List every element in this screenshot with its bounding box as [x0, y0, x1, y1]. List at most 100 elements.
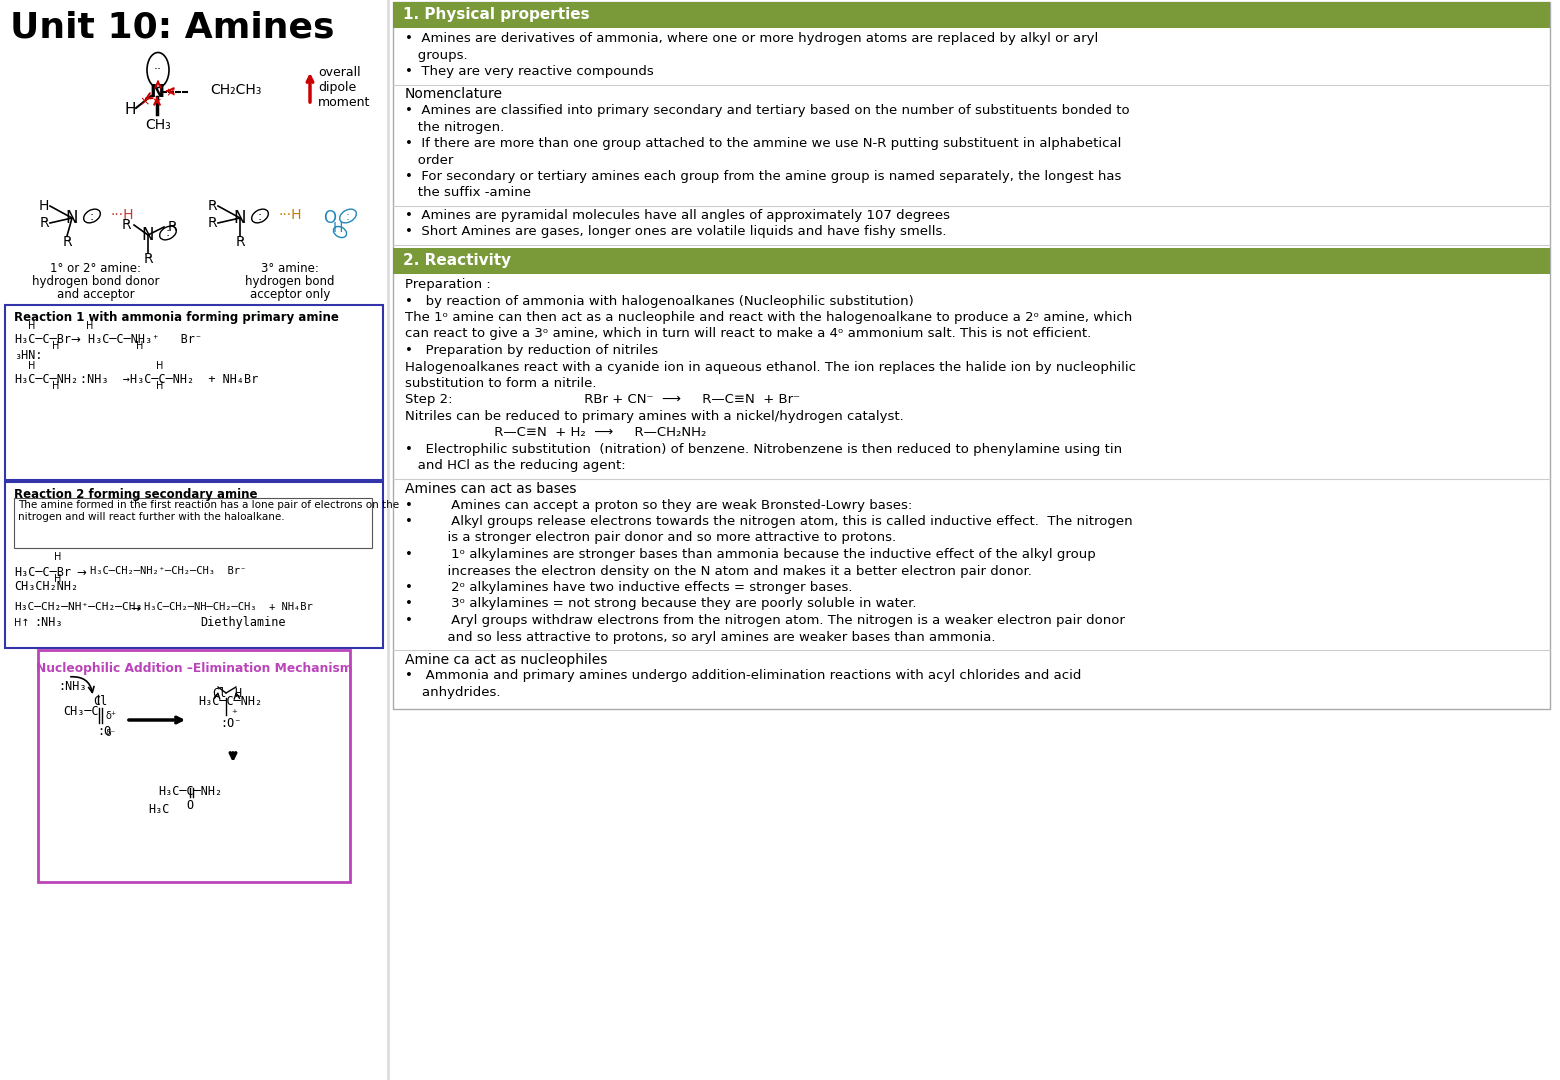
Text: overall
dipole
moment: overall dipole moment	[318, 66, 370, 108]
Text: substitution to form a nitrile.: substitution to form a nitrile.	[406, 377, 596, 390]
Text: 3° amine:: 3° amine:	[261, 262, 318, 275]
Text: •  They are very reactive compounds: • They are very reactive compounds	[406, 65, 654, 78]
Text: the nitrogen.: the nitrogen.	[406, 121, 504, 134]
Text: R: R	[207, 216, 217, 230]
Text: :NH₃: :NH₃	[34, 616, 62, 629]
Text: •   Electrophilic substitution  (nitration) of benzene. Nitrobenzene is then red: • Electrophilic substitution (nitration)…	[406, 443, 1122, 456]
Text: δ⁺: δ⁺	[105, 711, 115, 721]
Text: H: H	[125, 103, 136, 118]
Text: hydrogen bond donor: hydrogen bond donor	[33, 275, 159, 288]
Text: CH₃CH₂NH₂: CH₃CH₂NH₂	[14, 580, 78, 593]
Text: •         2ᵒ alkylamines have two inductive effects = stronger bases.: • 2ᵒ alkylamines have two inductive effe…	[406, 581, 852, 594]
Text: 1. Physical properties: 1. Physical properties	[402, 8, 590, 23]
Text: ⁺: ⁺	[231, 708, 237, 719]
Text: →: →	[76, 566, 86, 579]
Text: •         Alkyl groups release electrons towards the nitrogen atom, this is call: • Alkyl groups release electrons towards…	[406, 515, 1133, 528]
Text: ···H: ···H	[111, 208, 134, 222]
Text: H: H	[28, 321, 36, 330]
Text: •   Preparation by reduction of nitriles: • Preparation by reduction of nitriles	[406, 345, 658, 357]
Text: H: H	[28, 361, 36, 372]
Text: H: H	[156, 361, 164, 372]
Text: :NH₃: :NH₃	[58, 680, 86, 693]
Text: •         Amines can accept a proton so they are weak Bronsted-Lowry bases:: • Amines can accept a proton so they are…	[406, 499, 913, 512]
Text: H: H	[234, 687, 242, 700]
Bar	[5, 482, 384, 648]
Bar	[393, 2, 1551, 708]
Text: δ⁻: δ⁻	[105, 729, 115, 738]
Text: •  Amines are pyramidal molecules have all angles of approximately 107 degrees: • Amines are pyramidal molecules have al…	[406, 210, 950, 222]
Text: The 1ᵒ amine can then act as a nucleophile and react with the halogenoalkane to : The 1ᵒ amine can then act as a nucleophi…	[406, 311, 1133, 324]
Text: ₃HN:: ₃HN:	[14, 349, 42, 362]
Text: •  If there are more than one group attached to the ammine we use N-R putting su: • If there are more than one group attac…	[406, 137, 1122, 150]
Text: •   by reaction of ammonia with halogenoalkanes (Nucleophilic substitution): • by reaction of ammonia with halogenoal…	[406, 295, 914, 308]
Text: The amine formed in the first reaction has a lone pair of electrons on the
nitro: The amine formed in the first reaction h…	[19, 500, 399, 522]
Text: •  Amines are classified into primary secondary and tertiary based on the number: • Amines are classified into primary sec…	[406, 104, 1129, 117]
Text: H₃C─C─NH₂: H₃C─C─NH₂	[198, 696, 262, 708]
Text: H₃C─CH₂─NH₂⁺─CH₂─CH₃  Br⁻: H₃C─CH₂─NH₂⁺─CH₂─CH₃ Br⁻	[90, 566, 246, 576]
Text: H₃C─C─NH₂: H₃C─C─NH₂	[14, 373, 78, 386]
Text: •         3ᵒ alkylamines = not strong because they are poorly soluble in water.: • 3ᵒ alkylamines = not strong because th…	[406, 597, 917, 610]
Text: H₃C─C─NH₂: H₃C─C─NH₂	[158, 785, 222, 798]
Text: R: R	[167, 220, 176, 234]
Text: Cl: Cl	[94, 696, 108, 708]
Text: •  For secondary or tertiary amines each group from the amine group is named sep: • For secondary or tertiary amines each …	[406, 170, 1122, 183]
Text: acceptor only: acceptor only	[250, 288, 331, 301]
Text: order: order	[406, 153, 454, 166]
Text: :: :	[257, 210, 262, 222]
Text: Diethylamine: Diethylamine	[200, 616, 285, 629]
Text: •  Amines are derivatives of ammonia, where one or more hydrogen atoms are repla: • Amines are derivatives of ammonia, whe…	[406, 32, 1098, 45]
Text: Unit 10: Amines: Unit 10: Amines	[9, 10, 334, 44]
Text: H: H	[53, 341, 59, 351]
Text: hydrogen bond: hydrogen bond	[245, 275, 335, 288]
Text: can react to give a 3ᵒ amine, which in turn will react to make a 4ᵒ ammonium sal: can react to give a 3ᵒ amine, which in t…	[406, 327, 1092, 340]
Text: is a stronger electron pair donor and so more attractive to protons.: is a stronger electron pair donor and so…	[406, 531, 895, 544]
Text: :: :	[90, 210, 94, 222]
Text: H₃C: H₃C	[148, 804, 170, 816]
Text: •         Aryl groups withdraw electrons from the nitrogen atom. The nitrogen is: • Aryl groups withdraw electrons from th…	[406, 615, 1125, 627]
Text: H: H	[55, 552, 62, 562]
Text: Nomenclature: Nomenclature	[406, 87, 502, 102]
Text: Reaction 2 forming secondary amine: Reaction 2 forming secondary amine	[14, 488, 257, 501]
Text: H₃C─C─Br: H₃C─C─Br	[14, 566, 72, 579]
Text: H: H	[136, 341, 144, 351]
Text: Nitriles can be reduced to primary amines with a nickel/hydrogen catalyst.: Nitriles can be reduced to primary amine…	[406, 410, 903, 423]
Text: H: H	[55, 573, 62, 584]
Text: •         1ᵒ alkylamines are stronger bases than ammonia because the inductive e: • 1ᵒ alkylamines are stronger bases than…	[406, 548, 1095, 561]
Text: •   Ammonia and primary amines undergo addition-elimination reactions with acyl : • Ammonia and primary amines undergo add…	[406, 670, 1081, 683]
Bar	[14, 498, 371, 548]
Text: Nucleophilic Addition –Elimination Mechanism: Nucleophilic Addition –Elimination Mecha…	[36, 662, 353, 675]
Text: and acceptor: and acceptor	[58, 288, 134, 301]
Bar	[37, 650, 349, 882]
Text: H: H	[156, 381, 164, 391]
Text: the suffix -amine: the suffix -amine	[406, 187, 530, 200]
Text: R: R	[39, 216, 48, 230]
Text: ×: ×	[165, 86, 176, 99]
Text: increases the electron density on the N atom and makes it a better electron pair: increases the electron density on the N …	[406, 565, 1031, 578]
Text: CH₂CH₃: CH₂CH₃	[211, 83, 262, 97]
Text: :NH₃  →: :NH₃ →	[80, 373, 129, 386]
Text: Reaction 1 with ammonia forming primary amine: Reaction 1 with ammonia forming primary …	[14, 311, 339, 324]
Text: and so less attractive to protons, so aryl amines are weaker bases than ammonia.: and so less attractive to protons, so ar…	[406, 631, 995, 644]
Text: H: H	[86, 321, 94, 330]
Text: H₃C─C─Br: H₃C─C─Br	[14, 333, 72, 346]
Text: Amine ca act as nucleophiles: Amine ca act as nucleophiles	[406, 653, 607, 667]
Text: CH₃: CH₃	[145, 118, 172, 132]
Text: Cl: Cl	[212, 687, 226, 700]
Text: :: :	[165, 227, 170, 240]
Text: R: R	[236, 235, 245, 249]
Text: 1° or 2° amine:: 1° or 2° amine:	[50, 262, 142, 275]
Text: H₃C─CH₂─NH─CH₂─CH₃  + NH₄Br: H₃C─CH₂─NH─CH₂─CH₃ + NH₄Br	[144, 602, 312, 612]
Text: :O: :O	[97, 725, 111, 738]
Text: Amines can act as bases: Amines can act as bases	[406, 482, 577, 496]
Text: N: N	[142, 226, 154, 244]
Text: O: O	[323, 210, 337, 227]
Text: H₃C─C─NH₂  + NH₄Br: H₃C─C─NH₂ + NH₄Br	[129, 373, 259, 386]
Text: Halogenoalkanes react with a cyanide ion in aqueous ethanol. The ion replaces th: Halogenoalkanes react with a cyanide ion…	[406, 361, 1136, 374]
Text: ···H: ···H	[278, 208, 301, 222]
Text: H↑: H↑	[14, 618, 30, 627]
Text: H₃C─CH₂─NH⁺─CH₂─CH₃: H₃C─CH₂─NH⁺─CH₂─CH₃	[14, 602, 142, 612]
Bar	[393, 248, 1551, 274]
Text: H: H	[332, 221, 343, 235]
Text: Step 2:                               RBr + CN⁻  ⟶     R—C≡N  + Br⁻: Step 2: RBr + CN⁻ ⟶ R—C≡N + Br⁻	[406, 393, 800, 406]
Text: R—C≡N  + H₂  ⟶     R—CH₂NH₂: R—C≡N + H₂ ⟶ R—CH₂NH₂	[406, 427, 707, 440]
